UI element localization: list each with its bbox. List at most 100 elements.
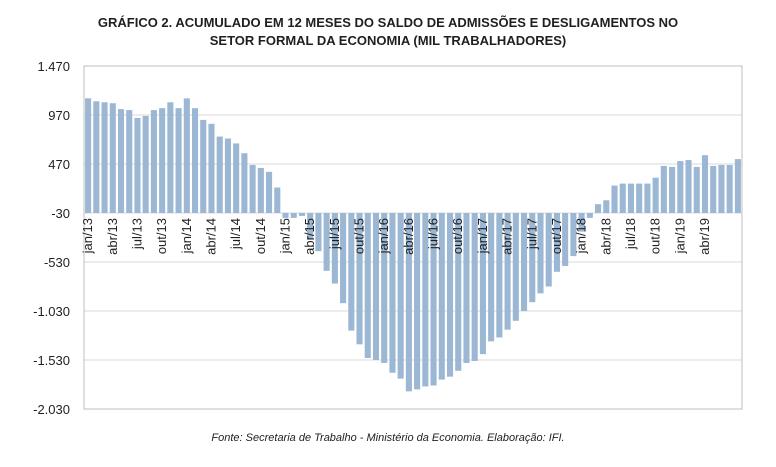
bar — [562, 213, 569, 266]
bar — [660, 165, 667, 213]
plot-border — [83, 65, 743, 410]
x-tick-label: jan/13 — [80, 218, 95, 254]
bar — [266, 171, 273, 213]
bar — [677, 161, 684, 213]
bar — [381, 213, 388, 363]
source-note: Fonte: Secretaria de Trabalho - Ministér… — [211, 432, 565, 444]
x-tick-label: out/16 — [450, 218, 465, 254]
bar — [570, 213, 577, 257]
bar — [93, 101, 100, 213]
bar — [142, 115, 149, 213]
bar — [693, 166, 700, 213]
x-tick-label: abr/14 — [203, 218, 218, 255]
bar — [455, 213, 462, 371]
bar — [183, 98, 190, 213]
bar — [611, 185, 618, 213]
x-tick-label: abr/19 — [697, 218, 712, 255]
chart-title-line-1: GRÁFICO 2. ACUMULADO EM 12 MESES DO SALD… — [97, 15, 679, 30]
bar — [545, 213, 552, 287]
bar — [249, 164, 256, 213]
bar — [578, 213, 585, 232]
x-tick-label: jan/17 — [475, 218, 490, 254]
x-axis-tick-labels: jan/13 abr/13 jul/13 out/13 jan/14 abr/14 jul/… — [80, 218, 712, 255]
y-tick-label: -1.530 — [33, 353, 70, 368]
x-tick-label: jul/18 — [623, 218, 638, 250]
y-tick-label: 470 — [48, 157, 70, 172]
bar — [710, 165, 717, 213]
x-tick-label: jul/13 — [129, 218, 144, 250]
bar — [685, 160, 692, 213]
bar — [512, 213, 519, 321]
bar — [200, 119, 207, 213]
bar — [348, 213, 355, 331]
x-tick-label: abr/18 — [598, 218, 613, 255]
bar — [627, 183, 635, 213]
x-tick-label: abr/15 — [302, 218, 317, 255]
bar — [216, 136, 223, 213]
x-tick-label: abr/17 — [500, 218, 515, 255]
x-tick-label: jan/16 — [376, 218, 391, 254]
bar — [504, 213, 511, 330]
x-tick-label: jul/17 — [524, 218, 539, 250]
y-axis-tick-labels: 1.470 970 470 -30 -530 -1.030 -1.530 -2.030 — [33, 59, 70, 417]
bar — [208, 123, 215, 213]
bar — [315, 213, 322, 252]
x-tick-label: jul/15 — [327, 218, 342, 250]
bar — [85, 98, 92, 213]
y-tick-label: -30 — [51, 206, 70, 221]
x-tick-label: out/18 — [648, 218, 663, 254]
bar — [340, 213, 347, 304]
bar — [356, 213, 363, 345]
bar — [224, 138, 231, 213]
bar — [430, 213, 437, 386]
bar — [274, 187, 281, 213]
bar — [282, 213, 289, 218]
bar — [422, 213, 429, 387]
x-tick-label: jul/14 — [228, 218, 243, 250]
bar — [595, 204, 602, 213]
bar — [644, 183, 651, 213]
x-tick-label: jan/19 — [672, 218, 687, 254]
bar — [553, 213, 560, 272]
bar — [734, 159, 741, 213]
bar — [669, 166, 676, 213]
bar — [520, 213, 528, 311]
bar — [619, 183, 626, 213]
bar — [488, 213, 495, 342]
chart-title-line-2: SETOR FORMAL DA ECONOMIA (MIL TRABALHADO… — [209, 33, 567, 48]
bar — [586, 213, 593, 218]
y-tick-label: 1.470 — [37, 59, 70, 74]
bar — [126, 110, 133, 213]
x-tick-label: out/15 — [352, 218, 367, 254]
bar — [529, 213, 536, 303]
bar — [175, 108, 182, 213]
y-tick-label: -530 — [44, 255, 70, 270]
bar — [150, 110, 157, 213]
bar — [537, 213, 544, 294]
bar — [298, 213, 306, 216]
bar — [257, 167, 264, 213]
bar — [446, 213, 454, 377]
bar — [438, 213, 445, 380]
x-tick-label: jul/16 — [426, 218, 441, 250]
x-tick-label: abr/16 — [401, 218, 416, 255]
bar — [397, 213, 404, 379]
bar — [241, 153, 248, 213]
bar — [323, 213, 330, 271]
plot-frame — [83, 65, 743, 410]
bar — [701, 155, 709, 213]
bar — [117, 109, 125, 213]
bars — [85, 98, 741, 392]
bar — [372, 213, 380, 360]
bar — [726, 164, 733, 213]
bar — [101, 102, 108, 213]
bar — [414, 213, 421, 390]
bar — [331, 213, 338, 284]
bar — [389, 213, 396, 373]
chart-title: GRÁFICO 2. ACUMULADO EM 12 MESES DO SALD… — [0, 14, 776, 50]
bar — [109, 103, 116, 213]
x-tick-label: jan/15 — [278, 218, 293, 254]
bar — [191, 108, 199, 213]
bar — [496, 213, 503, 338]
